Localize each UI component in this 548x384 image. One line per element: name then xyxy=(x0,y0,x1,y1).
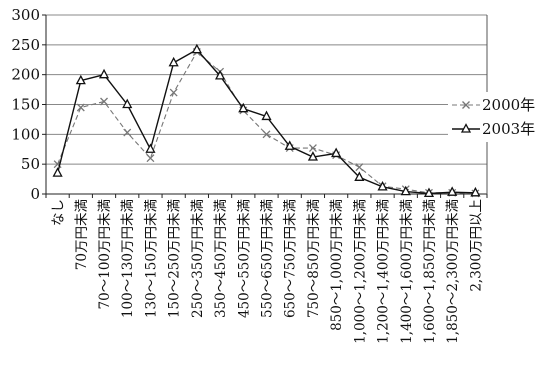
x-tick-label: なし xyxy=(51,199,67,226)
data-point-2003年 xyxy=(122,98,133,109)
x-axis: なし 70万円未満 70～100万円未満 100～130万円未満 130～150万円未満… xyxy=(45,15,488,344)
data-point-2003年 xyxy=(238,102,249,113)
data-point-2003年 xyxy=(354,171,365,181)
data-point-2003年 xyxy=(307,151,319,161)
gridlines xyxy=(46,14,487,165)
y-tick-label: 0 xyxy=(30,185,40,203)
series-group xyxy=(52,43,481,198)
x-tick-label: 550～650万円未満 xyxy=(260,199,276,318)
data-point-2000年 xyxy=(355,163,364,172)
data-point-2000年 xyxy=(146,154,155,163)
y-axis: 0 50 100 150 200 250 300 xyxy=(11,6,47,203)
data-point-2003年 xyxy=(331,147,342,158)
legend-label: 2000年 xyxy=(482,96,535,114)
data-point-2003年 xyxy=(191,43,202,54)
legend-label: 2003年 xyxy=(482,120,535,138)
x-tick-label: 650～750万円未満 xyxy=(283,199,299,318)
data-point-2003年 xyxy=(261,110,272,121)
x-tick-label: 1,600～1,850万円未満 xyxy=(422,199,438,344)
x-tick-label: 350～450万円未満 xyxy=(213,199,229,318)
data-point-2003年 xyxy=(75,74,86,85)
data-point-2003年 xyxy=(168,56,179,67)
data-point-2003年 xyxy=(98,68,110,79)
y-tick-label: 50 xyxy=(21,155,40,173)
data-point-2003年 xyxy=(447,186,458,196)
x-tick-label: 1,850～2,300万円未満 xyxy=(445,199,461,344)
x-tick-label: 100～130万円未満 xyxy=(120,199,136,318)
x-tick-label: 2,300万円以上 xyxy=(468,199,484,292)
data-point-2000年 xyxy=(308,144,317,153)
data-point-2003年 xyxy=(52,167,63,177)
x-tick-label: 70万円未満 xyxy=(74,199,90,270)
y-tick-label: 300 xyxy=(11,6,40,24)
data-point-2000年 xyxy=(76,103,85,112)
x-tick-label: 250～350万円未満 xyxy=(190,199,206,318)
series-line-2000年 xyxy=(57,51,476,194)
data-point-2003年 xyxy=(145,143,156,153)
y-tick-label: 150 xyxy=(11,96,40,114)
legend-marker-2003年 xyxy=(460,123,472,133)
data-point-2003年 xyxy=(214,69,226,80)
data-point-2000年 xyxy=(169,88,178,97)
data-point-2003年 xyxy=(284,140,295,150)
x-tick-label: 150～250万円未満 xyxy=(167,199,183,318)
data-point-2000年 xyxy=(262,130,271,139)
data-point-2000年 xyxy=(123,128,132,137)
y-tick-label: 200 xyxy=(11,66,40,84)
data-point-2003年 xyxy=(470,186,481,197)
x-tick-label: 450～550万円未満 xyxy=(236,199,252,318)
data-point-2003年 xyxy=(377,180,388,191)
data-point-2003年 xyxy=(423,187,435,198)
legend: 2000年 2003年 xyxy=(448,92,544,142)
x-tick-label: 130～150万円未満 xyxy=(143,199,159,318)
x-tick-label: 70～100万円未満 xyxy=(97,199,113,309)
data-point-2003年 xyxy=(400,185,411,196)
x-tick-label: 850～1,000万円未満 xyxy=(329,199,345,331)
x-tick-label: 1,200～1,400万円未満 xyxy=(376,199,392,344)
series-line-2003年 xyxy=(56,48,476,195)
y-tick-label: 100 xyxy=(11,125,40,143)
y-tick-label: 250 xyxy=(11,36,40,54)
legend-marker-2000年 xyxy=(462,101,470,109)
x-tick-label: 1,000～1,200万円未満 xyxy=(352,199,368,344)
x-tick-label: 1,400～1,600万円未満 xyxy=(399,199,415,344)
data-point-2000年 xyxy=(100,97,108,106)
legend-box xyxy=(448,92,544,142)
x-tick-label: 750～850万円未満 xyxy=(306,199,322,318)
